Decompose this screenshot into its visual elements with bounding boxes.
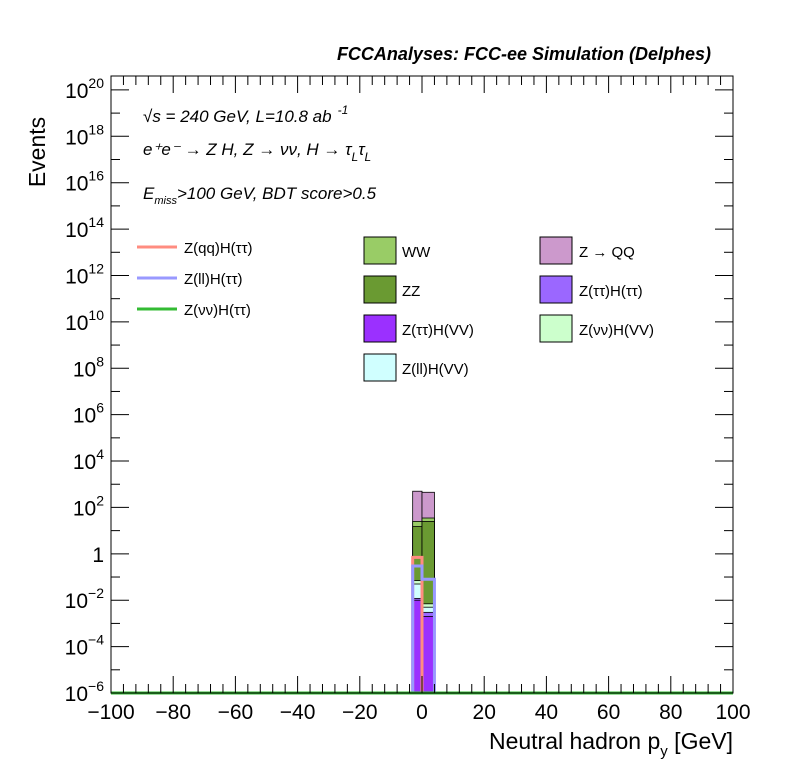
legend-box-swatch-a-3 bbox=[363, 353, 397, 382]
legend-box-label-a-0: WW bbox=[402, 244, 431, 261]
y-tick-label-12: 10−4 bbox=[65, 632, 105, 660]
x-tick-label-1: −80 bbox=[155, 701, 191, 724]
legend: Z(qq)H(ττ) Z(ll)H(ττ) Z(νν)H(ττ) WW ZZ Z(ττ)H… bbox=[137, 236, 654, 382]
legend-box-swatch-b-2 bbox=[539, 314, 573, 343]
annotation-process: e⁺e⁻ → Z H, Z → νν, H → τLτL bbox=[143, 140, 371, 164]
line-series-1 bbox=[411, 564, 436, 693]
y-tick-label-13: 10−6 bbox=[65, 678, 105, 706]
legend-box-label-a-3: Z(ll)H(VV) bbox=[402, 361, 469, 378]
legend-box-swatch-b-0 bbox=[539, 236, 573, 265]
x-axis-title: Neutral hadron py [GeV] bbox=[489, 728, 733, 760]
x-tick-label-8: 60 bbox=[597, 701, 620, 724]
annotation-energy-lumi: √s = 240 GeV, L=10.8 ab -1 bbox=[143, 103, 348, 126]
x-tick-label-5: 0 bbox=[416, 701, 428, 724]
legend-box-label-b-2: Z(νν)H(VV) bbox=[579, 322, 654, 339]
x-tick-label-9: 80 bbox=[659, 701, 682, 724]
legend-box-label-a-2: Z(ττ)H(VV) bbox=[402, 322, 474, 339]
y-tick-label-6: 108 bbox=[73, 353, 104, 381]
y-tick-label-11: 10−2 bbox=[65, 585, 105, 613]
y-tick-label-8: 104 bbox=[73, 446, 104, 474]
y-tick-label-7: 106 bbox=[73, 400, 104, 428]
bar-1-layer-0 bbox=[421, 616, 435, 694]
legend-box-swatch-a-2 bbox=[363, 314, 397, 343]
x-tick-label-7: 40 bbox=[535, 701, 558, 724]
annotation-cuts: Emiss>100 GeV, BDT score>0.5 bbox=[143, 184, 377, 207]
chart-title: FCCAnalyses: FCC-ee Simulation (Delphes) bbox=[337, 44, 711, 64]
y-tick-label-1: 1018 bbox=[65, 121, 104, 149]
y-axis-title: Events bbox=[24, 117, 50, 187]
legend-box-swatch-a-1 bbox=[363, 275, 397, 304]
y-tick-label-3: 1014 bbox=[65, 214, 104, 242]
y-tick-label-0: 1020 bbox=[65, 75, 104, 103]
y-tick-label-2: 1016 bbox=[65, 168, 104, 196]
y-tick-label-10: 1 bbox=[92, 544, 104, 567]
y-tick-label-4: 1012 bbox=[65, 260, 104, 288]
x-tick-label-0: −100 bbox=[87, 701, 134, 724]
legend-box-swatch-a-0 bbox=[363, 236, 397, 265]
legend-box-label-a-1: ZZ bbox=[402, 283, 420, 300]
stacked-bars bbox=[412, 490, 435, 694]
legend-line-label-1: Z(ll)H(ττ) bbox=[184, 271, 243, 288]
legend-box-swatch-b-1 bbox=[539, 275, 573, 304]
tick-labels: −100 −80 −60 −40 −20 0 20 40 60 80 100 1020 1018 1016… bbox=[65, 75, 751, 724]
x-tick-label-2: −60 bbox=[218, 701, 254, 724]
x-tick-label-6: 20 bbox=[473, 701, 496, 724]
y-tick-label-5: 1010 bbox=[65, 307, 104, 335]
legend-line-label-2: Z(νν)H(ττ) bbox=[184, 302, 251, 319]
legend-box-label-b-1: Z(ττ)H(ττ) bbox=[579, 283, 643, 300]
axis-ticks bbox=[110, 76, 734, 694]
x-tick-label-4: −20 bbox=[342, 701, 378, 724]
y-tick-label-9: 102 bbox=[73, 492, 104, 520]
legend-box-label-b-0: Z → QQ bbox=[579, 244, 635, 261]
x-tick-label-3: −40 bbox=[280, 701, 316, 724]
legend-line-label-0: Z(qq)H(ττ) bbox=[184, 240, 253, 257]
x-tick-label-10: 100 bbox=[715, 701, 750, 724]
